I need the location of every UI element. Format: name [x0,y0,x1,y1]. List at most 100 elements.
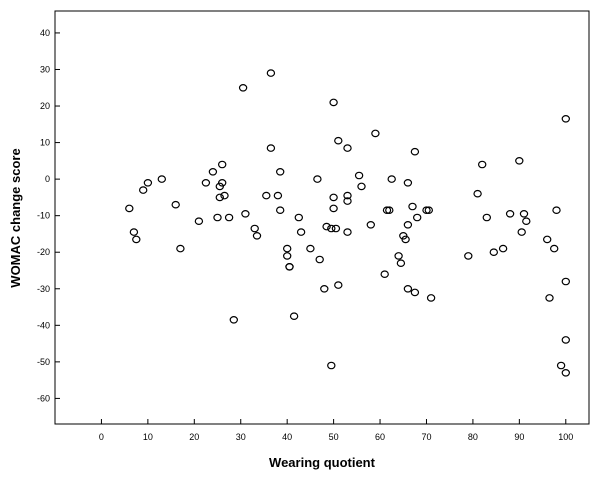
data-point [217,179,227,187]
data-point [561,336,571,344]
data-point [403,284,413,293]
y-tick-label: -40 [37,320,50,330]
data-point [505,210,515,218]
data-point [410,147,420,156]
data-point [138,186,148,194]
plot-frame [54,10,590,425]
data-point [329,193,338,202]
data-point [498,244,508,253]
data-point [313,175,322,183]
data-point [273,191,283,200]
y-tick-label: 40 [40,28,50,38]
x-tick-label: 60 [375,432,385,442]
data-point [522,217,531,226]
data-points [125,69,571,377]
data-point [396,259,406,268]
x-tick-label: 0 [99,432,104,442]
data-point [201,179,211,187]
data-point [220,191,229,200]
data-point [250,224,259,233]
data-point [238,84,248,92]
data-point [403,179,413,187]
data-point [217,160,227,169]
x-tick-label: 90 [514,432,524,442]
data-point [366,221,375,229]
data-point [343,191,352,200]
y-axis-title: WOMAC change score [8,148,23,287]
data-point [561,368,571,377]
data-point [229,315,238,324]
data-point [371,129,380,138]
x-tick-label: 100 [558,432,573,442]
data-point [213,213,222,222]
data-point [343,228,352,236]
data-point [550,244,559,253]
data-point [157,175,166,183]
x-axis-title: Wearing quotient [269,455,376,470]
x-tick-label: 70 [421,432,431,442]
data-point [561,115,571,123]
y-tick-label: -10 [37,211,50,221]
data-point [556,361,566,370]
data-point [294,213,303,222]
data-point [387,175,396,183]
data-point [394,252,403,260]
x-tick-label: 80 [468,432,478,442]
data-point [266,144,276,152]
data-point [276,206,285,215]
data-point [478,160,487,169]
data-point [489,248,498,257]
data-point [464,252,473,260]
data-point [285,262,294,271]
data-point [129,228,139,236]
data-point [306,244,315,253]
x-tick-label: 30 [236,432,246,442]
data-point [543,235,552,244]
data-point [252,232,262,240]
data-point [289,312,299,321]
data-point [357,182,366,191]
data-point [482,213,491,222]
data-point [334,281,343,289]
y-tick-label: -60 [37,393,50,403]
data-point [320,284,329,293]
y-tick-label: -30 [37,284,50,294]
data-point [262,191,271,200]
data-point [343,197,352,205]
data-point [215,193,224,202]
data-point [517,228,526,236]
data-point [545,294,554,302]
data-point [426,294,436,302]
data-point [385,206,394,215]
data-point [208,168,218,176]
data-point [266,69,276,77]
data-point [322,222,331,231]
data-point [329,98,338,107]
data-point [473,189,482,198]
data-point [329,204,338,213]
data-point [315,255,324,264]
data-point [552,206,561,215]
x-axis-ticks: 0 10 20 30 40 50 60 70 80 90 100 [99,419,573,442]
data-point [176,244,185,253]
data-point [424,206,433,215]
y-axis-ticks: -60 -50 -40 -30 -20 -10 0 10 20 30 40 [37,28,60,403]
data-point [241,210,250,218]
data-point [334,136,343,145]
x-tick-label: 10 [143,432,153,442]
data-point [171,200,180,209]
y-tick-label: -20 [37,247,50,257]
y-tick-label: 20 [40,101,50,111]
y-tick-label: 10 [40,138,50,148]
data-point [354,171,364,180]
data-point [327,361,336,370]
data-point [283,252,292,260]
data-point [143,179,153,187]
data-point [413,213,422,222]
x-tick-label: 20 [189,432,199,442]
data-point [331,224,341,233]
data-point [519,210,529,218]
data-point [194,217,204,226]
data-point [224,213,234,222]
